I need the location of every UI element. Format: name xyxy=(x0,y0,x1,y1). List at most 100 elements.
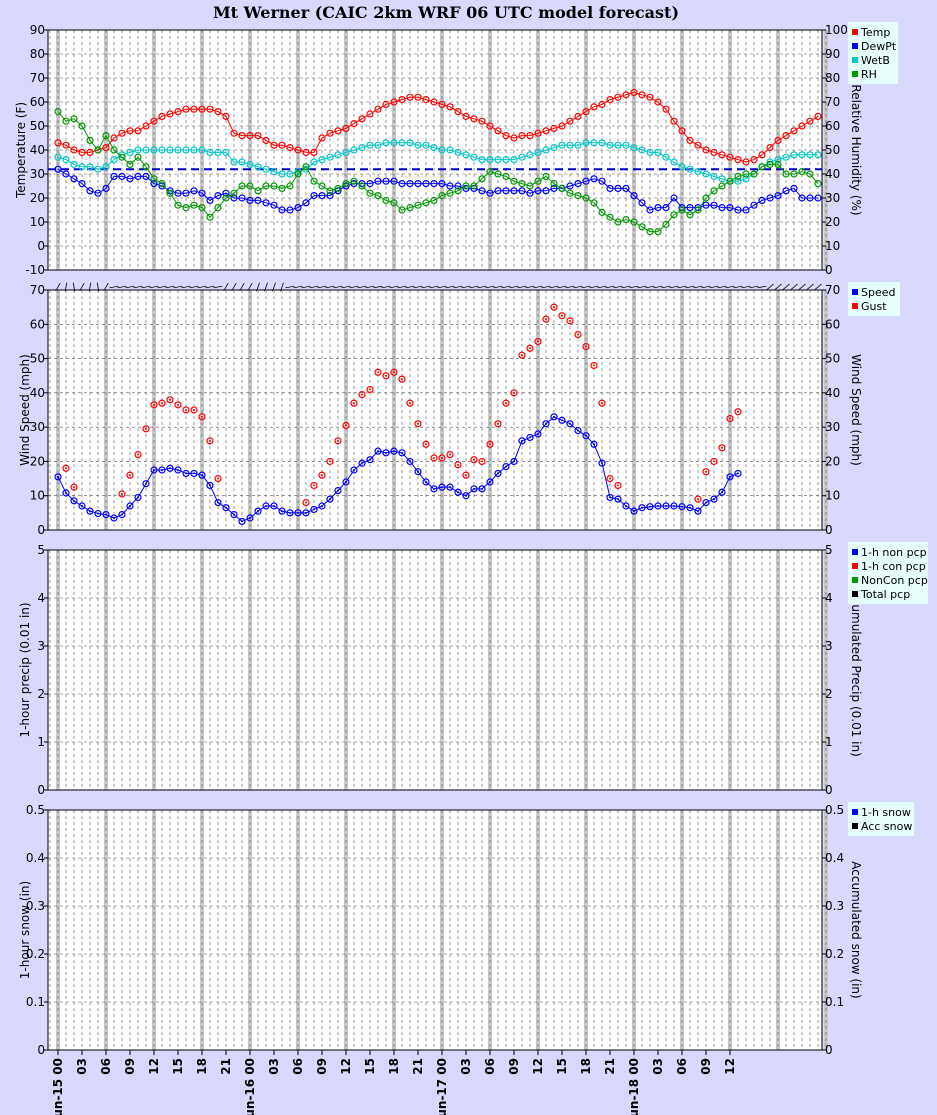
data-point-center xyxy=(145,427,147,430)
data-point xyxy=(614,218,622,226)
wind-arrow xyxy=(317,285,327,289)
data-point xyxy=(478,117,486,125)
data-point xyxy=(806,170,814,178)
data-point xyxy=(390,447,398,455)
legend-box xyxy=(848,542,928,604)
data-point xyxy=(446,103,454,111)
wind-arrow xyxy=(64,282,68,292)
wind-arrow xyxy=(405,285,415,289)
legend-swatch xyxy=(852,809,858,815)
series-line xyxy=(57,168,818,211)
data-point xyxy=(622,216,630,224)
x-tick-label: 06 xyxy=(483,1058,497,1075)
data-point xyxy=(350,180,358,188)
data-point xyxy=(478,457,486,466)
data-point xyxy=(790,127,798,135)
wind-arrow xyxy=(661,285,671,289)
data-point xyxy=(678,163,686,171)
data-point-center xyxy=(409,460,411,463)
data-point-center xyxy=(585,434,587,437)
wind-arrow xyxy=(573,285,583,289)
data-point-center xyxy=(185,409,187,411)
data-point xyxy=(486,440,494,448)
data-point xyxy=(54,165,62,173)
y-tick-label: 10 xyxy=(30,215,45,229)
data-point xyxy=(814,151,822,159)
wind-arrow xyxy=(256,282,260,292)
data-point xyxy=(54,153,62,161)
data-point-center xyxy=(137,453,139,456)
y-tick-label: 4 xyxy=(37,591,45,605)
data-point-center xyxy=(537,433,539,435)
data-point xyxy=(54,107,62,116)
wind-arrow xyxy=(429,285,439,289)
data-point xyxy=(558,312,566,320)
data-point xyxy=(150,146,158,154)
data-point xyxy=(110,514,118,522)
y2-tick-label: 4 xyxy=(825,591,833,605)
plot-frame xyxy=(47,809,823,1051)
data-point xyxy=(678,204,686,212)
data-point-center xyxy=(593,443,595,446)
data-point xyxy=(438,192,446,200)
wind-arrow xyxy=(103,282,109,292)
x-tick-label: 18 xyxy=(387,1058,401,1075)
data-point xyxy=(62,156,70,164)
data-point xyxy=(782,170,790,178)
y2-tick-label: 40 xyxy=(825,386,840,400)
data-point-center xyxy=(689,506,691,509)
data-point xyxy=(382,449,390,457)
data-point xyxy=(86,187,94,195)
data-point xyxy=(326,187,334,195)
data-point-center xyxy=(81,505,83,507)
data-point xyxy=(598,399,606,407)
data-point xyxy=(414,420,422,428)
data-point xyxy=(350,466,358,474)
y2-tick-label: 80 xyxy=(825,71,840,85)
data-point-center xyxy=(665,505,667,507)
data-point xyxy=(158,112,166,121)
legend-label: DewPt xyxy=(861,40,897,53)
data-point-center xyxy=(321,474,323,477)
y-tick-label: -10 xyxy=(25,263,45,277)
data-point xyxy=(174,107,182,116)
data-point-center xyxy=(457,463,459,466)
x-tick-label: 09 xyxy=(699,1058,713,1075)
data-point xyxy=(326,153,334,161)
data-point-center xyxy=(593,364,595,367)
data-point xyxy=(710,201,718,209)
data-point xyxy=(366,110,374,118)
data-point xyxy=(118,129,126,137)
data-point xyxy=(502,462,510,471)
data-point xyxy=(638,223,646,231)
data-point xyxy=(462,492,470,500)
data-point xyxy=(118,172,126,180)
data-point-center xyxy=(545,422,547,425)
panels: -100102030405060708090010203040506070809… xyxy=(14,22,928,1057)
y-tick-label: 20 xyxy=(30,191,45,205)
x-tick-label: 18 xyxy=(195,1058,209,1075)
data-point xyxy=(294,170,302,178)
data-point xyxy=(374,177,382,185)
wind-arrow xyxy=(774,283,782,291)
data-point xyxy=(430,196,438,204)
x-tick-label: 06 xyxy=(99,1058,113,1075)
data-point xyxy=(598,100,606,109)
data-point xyxy=(502,132,510,140)
data-point-center xyxy=(265,505,267,507)
data-point xyxy=(198,471,206,479)
legend-label: 1-h con pcp xyxy=(861,560,926,573)
y2-axis-label: Relative Humidity (%) xyxy=(849,84,863,215)
y-tick-label: 30 xyxy=(30,420,45,434)
wind-arrow xyxy=(709,285,719,289)
data-point xyxy=(750,170,758,178)
wind-arrow xyxy=(629,285,639,289)
data-point xyxy=(502,399,510,407)
wind-arrow xyxy=(469,285,479,289)
y2-axis-label: Accumulated snow (in) xyxy=(849,861,863,998)
wind-arrow xyxy=(525,285,535,289)
legend-swatch xyxy=(852,563,858,569)
wind-arrow xyxy=(373,285,383,289)
wind-arrow xyxy=(501,285,511,289)
x-tick-label: 12 xyxy=(147,1058,161,1075)
